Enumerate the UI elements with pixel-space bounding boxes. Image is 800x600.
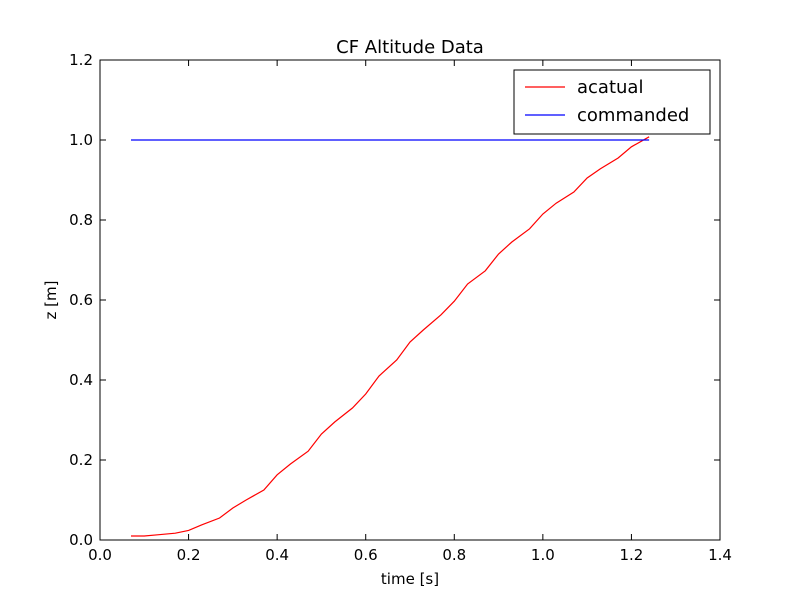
series-line-acatual: [131, 136, 650, 537]
x-tick-label: 1.2: [619, 546, 643, 564]
legend-label-commanded: commanded: [577, 105, 689, 126]
y-tick-label: 0.0: [69, 531, 93, 549]
y-tick-label: 1.0: [69, 131, 93, 149]
y-tick-label: 0.6: [69, 291, 93, 309]
y-tick-label: 0.4: [69, 371, 93, 389]
x-tick-label: 0.4: [265, 546, 289, 564]
y-axis-title: z [m]: [42, 281, 60, 320]
legend: acatual commanded: [513, 69, 711, 135]
legend-label-acatual: acatual: [577, 77, 643, 98]
x-tick-label: 0.0: [88, 546, 112, 564]
plot-frame: [99, 59, 721, 541]
ticks-layer: 0.0 0.2 0.4 0.6 0.8 1.0 1.2 1.4 0.0 0.2 0.4 0.6 0.8 1…: [69, 51, 732, 564]
legend-box: [513, 69, 711, 135]
y-tick-label: 0.8: [69, 211, 93, 229]
x-tick-label: 1.0: [531, 546, 555, 564]
chart-title: CF Altitude Data: [336, 37, 484, 58]
x-tick-label: 1.4: [708, 546, 732, 564]
x-tick-label: 0.2: [177, 546, 201, 564]
y-tick-label: 1.2: [69, 51, 93, 69]
series-layer: [131, 136, 650, 537]
x-tick-label: 0.6: [354, 546, 378, 564]
x-tick-label: 0.8: [442, 546, 466, 564]
y-tick-label: 0.2: [69, 451, 93, 469]
x-axis-title: time [s]: [381, 570, 439, 588]
